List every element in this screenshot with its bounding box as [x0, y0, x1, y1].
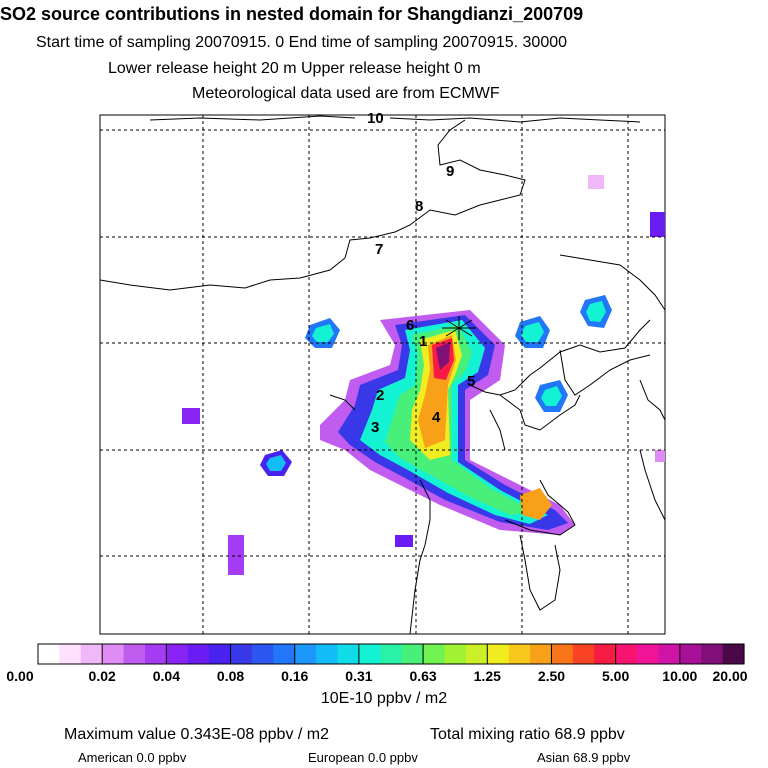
colorbar-swatch: [273, 644, 296, 664]
site-label-6: 6: [406, 317, 414, 334]
source-labels: 1 2 3 4 5 6 7 8 9 10: [367, 110, 475, 436]
met-data-line: Meteorological data used are from ECMWF: [192, 85, 500, 102]
colorbar-tick-label: 0.31: [345, 668, 373, 684]
concentration-field: [182, 175, 665, 575]
colorbar-swatch: [316, 644, 339, 664]
colorbar-tick-label: 0.02: [88, 668, 116, 684]
colorbar-tick-label: 5.00: [602, 668, 630, 684]
colorbar-tick-label: 0.04: [152, 668, 180, 684]
colorbar-swatch: [701, 644, 724, 664]
cell-west-1-in: [312, 324, 334, 342]
colorbar-swatch: [166, 644, 189, 664]
site-label-7: 7: [375, 241, 383, 258]
cell-top-right: [588, 175, 604, 189]
colorbar-swatch: [230, 644, 253, 664]
european-contribution: European 0.0 ppbv: [308, 750, 418, 765]
colorbar-tick-label: 0.00: [6, 668, 34, 684]
cell-east-in: [541, 386, 562, 406]
site-label-1: 1: [419, 333, 427, 350]
chart-title: SO2 source contributions in nested domai…: [0, 4, 584, 24]
colorbar-swatch: [144, 644, 167, 664]
cell-ne-1-in: [521, 322, 544, 342]
colorbar-tick-label: 1.25: [473, 668, 501, 684]
colorbar-swatch: [465, 644, 488, 664]
shandong-hotspot: [520, 488, 552, 520]
colorbar-swatch: [615, 644, 638, 664]
colorbar-swatch: [637, 644, 660, 664]
colorbar-swatch: [251, 644, 274, 664]
colorbar-tick-label: 20.00: [712, 668, 748, 684]
colorbar-swatch: [594, 644, 617, 664]
site-label-2: 2: [376, 387, 384, 404]
colorbar-swatch: [358, 644, 381, 664]
cell-sw-in: [266, 455, 286, 471]
colorbar-swatch: [401, 644, 424, 664]
cell-east-edge: [655, 450, 665, 462]
site-label-4: 4: [432, 409, 441, 426]
cell-ne-2-in: [586, 301, 606, 322]
colorbar-tick-label: 0.63: [409, 668, 437, 684]
map-frame: [99, 114, 666, 635]
plume-core-max: [436, 342, 450, 370]
colorbar-swatch: [508, 644, 531, 664]
colorbar-tick-label: 10.00: [662, 668, 698, 684]
asian-contribution: Asian 68.9 ppbv: [537, 750, 631, 765]
plume-green: [385, 325, 535, 515]
cell-south-2: [395, 535, 413, 547]
total-mixing-ratio: Total mixing ratio 68.9 ppbv: [430, 726, 625, 743]
plume-cyan: [360, 320, 548, 524]
colorbar-swatch: [102, 644, 125, 664]
colorbar-swatch: [38, 644, 60, 664]
colorbar-unit-label: 10E-10 ppbv / m2: [320, 690, 448, 707]
cell-west-2: [182, 408, 200, 424]
colorbar-swatch: [444, 644, 467, 664]
colorbar-tick-label: 2.50: [537, 668, 566, 684]
cell-right-edge: [650, 212, 665, 237]
colorbar-swatch: [530, 644, 553, 664]
site-label-10: 10: [367, 110, 384, 127]
site-label-9: 9: [446, 163, 454, 180]
colorbar-swatch: [80, 644, 103, 664]
colorbar-swatch: [487, 644, 510, 664]
colorbar-swatch: [551, 644, 574, 664]
colorbar-tick-label: 0.16: [281, 668, 309, 684]
release-height-line: Lower release height 20 m Upper release …: [108, 60, 481, 77]
colorbar-swatch: [123, 644, 146, 664]
colorbar-swatch: [294, 644, 317, 664]
colorbar-frame: [37, 643, 745, 665]
colorbar-swatch: [209, 644, 232, 664]
colorbar-swatch: [380, 644, 403, 664]
colorbar-swatch: [679, 644, 702, 664]
colorbar-tick-label: 0.08: [216, 668, 245, 684]
colorbar-swatch: [722, 644, 745, 664]
colorbar-swatch: [337, 644, 360, 664]
cell-south-1: [228, 535, 244, 575]
american-contribution: American 0.0 ppbv: [78, 750, 187, 765]
receptor-site-marker: [442, 316, 476, 340]
colorbar: [37, 643, 745, 665]
site-label-8: 8: [415, 198, 423, 215]
colorbar-swatch: [59, 644, 82, 664]
site-label-3: 3: [371, 419, 379, 436]
colorbar-swatch: [187, 644, 210, 664]
colorbar-swatch: [658, 644, 681, 664]
maximum-value: Maximum value 0.343E-08 ppbv / m2: [64, 726, 330, 743]
coastlines-borders: [99, 115, 666, 635]
colorbar-swatch: [572, 644, 595, 664]
colorbar-swatch: [423, 644, 446, 664]
sampling-time-line: Start time of sampling 20070915. 0 End t…: [36, 34, 568, 51]
site-label-5: 5: [467, 373, 475, 390]
